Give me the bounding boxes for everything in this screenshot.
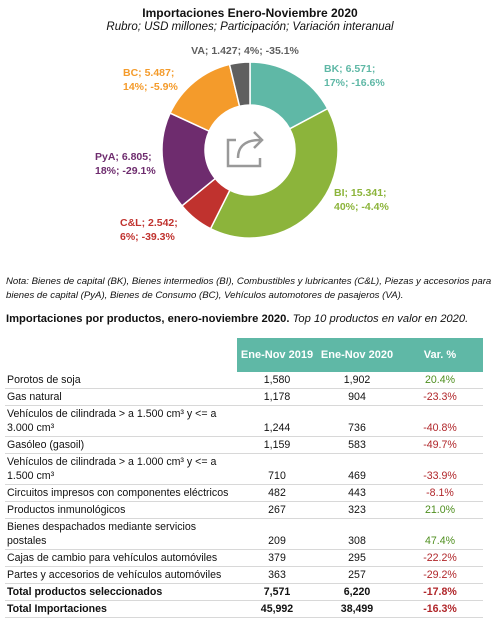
share-icon [226, 131, 264, 168]
cell-number: 736 [317, 405, 397, 437]
data-label-line: C&L; 2.542; [120, 217, 178, 229]
data-label: BK; 6.571; 17%; -16.6% [324, 63, 385, 89]
data-label-line: VA; 1.427; 4%; -35.1% [191, 45, 299, 57]
data-label-line: 14%; -5.9% [123, 81, 179, 93]
data-label-line: 18%; -29.1% [95, 165, 156, 177]
table-row: Cajas de cambio para vehículos automóvil… [5, 549, 483, 567]
cell-number: 257 [317, 566, 397, 584]
column-header: Ene-Nov 2019 [237, 338, 317, 372]
cell-number: 45,992 [237, 600, 317, 618]
cell-number: 443 [317, 484, 397, 502]
cell-number: 209 [237, 518, 317, 550]
data-label: BC; 5.487; 14%; -5.9% [123, 67, 179, 93]
data-label: BI; 15.341; 40%; -4.4% [334, 187, 390, 213]
cell-number: 267 [237, 501, 317, 519]
table-row: Vehículos de cilindrada > a 1.500 cm³ y … [5, 405, 483, 437]
data-label: VA; 1.427; 4%; -35.1% [191, 45, 299, 57]
cell-product: Bienes despachados mediante servicios po… [5, 518, 237, 550]
table-row: Total productos seleccionados 7,571 6,220-… [5, 583, 483, 601]
column-header [5, 338, 237, 372]
data-label-line: 17%; -16.6% [324, 77, 385, 89]
table-row: Vehículos de cilindrada > a 1.000 cm³ y … [5, 453, 483, 485]
cell-number: -33.9% [397, 453, 483, 485]
cell-number: 583 [317, 436, 397, 454]
table-row: Total Importaciones 45,992 38,499 -16.3% [5, 600, 483, 618]
cell-product: Total productos seleccionados [5, 583, 237, 601]
note: Nota: Bienes de capital (BK), Bienes int… [6, 276, 492, 301]
cell-number: 47.4% [397, 518, 483, 550]
cell-number: 379 [237, 549, 317, 567]
data-label: PyA; 6.805; 18%; -29.1% [95, 151, 156, 177]
cell-product: Partes y accesorios de vehículos automóv… [5, 566, 237, 584]
cell-product: Total Importaciones [5, 600, 237, 618]
cell-number: 482 [237, 484, 317, 502]
cell-product: Vehículos de cilindrada > a 1.000 cm³ y … [5, 453, 237, 485]
table-row: Circuitos impresos con componentes eléct… [5, 484, 483, 502]
chart-title: Importaciones Enero-Noviembre 2020 [142, 6, 358, 20]
cell-number: -8.1% [397, 484, 483, 502]
data-label: C&L; 2.542; 6%; -39.3% [120, 217, 178, 243]
cell-number: 6,220 [317, 583, 397, 601]
header-row: Ene-Nov 2019 Ene-Nov 2020 Var. % [5, 338, 483, 372]
data-label-line: PyA; 6.805; [95, 151, 152, 163]
cell-product: Gasóleo (gasoil) [5, 436, 237, 454]
cell-product: Cajas de cambio para vehículos automóvil… [5, 549, 237, 567]
cell-number: -22.2% [397, 549, 483, 567]
cell-number: -23.3% [397, 388, 483, 406]
cell-number: 710 [237, 453, 317, 485]
table-row: Porotos de soja 1,580 1,902 20.4% [5, 372, 483, 389]
data-label-line: BK; 6.571; [324, 63, 375, 75]
cell-number: 295 [317, 549, 397, 567]
cell-number: 904 [317, 388, 397, 406]
cell-number: 1,244 [237, 405, 317, 437]
cell-number: -29.2% [397, 566, 483, 584]
table-row: Partes y accesorios de vehículos automóv… [5, 566, 483, 584]
cell-number: 7,571 [237, 583, 317, 601]
cell-number: -16.3% [397, 600, 483, 618]
data-label-line: BC; 5.487; [123, 67, 174, 79]
cell-number: 1,902 [317, 372, 397, 389]
cell-number: 21.0% [397, 501, 483, 519]
cell-number: 1,580 [237, 372, 317, 389]
cell-number: 323 [317, 501, 397, 519]
cell-number: -40.8% [397, 405, 483, 437]
cell-product: Circuitos impresos con componentes eléct… [5, 484, 237, 502]
cell-number: -17.8% [397, 583, 483, 601]
column-header: Ene-Nov 2020 [317, 338, 397, 372]
table-row: Productos inmunológicos 267 323 21.0% [5, 501, 483, 519]
cell-number: 469 [317, 453, 397, 485]
cell-number: 363 [237, 566, 317, 584]
table-row: Gas natural 1,178 904 -23.3% [5, 388, 483, 406]
cell-number: 38,499 [317, 600, 397, 618]
donut-hole [205, 105, 295, 195]
chart-subtitle: Rubro; USD millones; Participación; Vari… [106, 21, 394, 33]
cell-product: Porotos de soja [5, 372, 237, 389]
cell-number: 308 [317, 518, 397, 550]
cell-product: Productos inmunológicos [5, 501, 237, 519]
cell-number: 1,178 [237, 388, 317, 406]
table-title-main: Importaciones por productos, enero-novie… [6, 313, 290, 325]
table: Ene-Nov 2019 Ene-Nov 2020 Var. % Porotos d… [5, 338, 483, 618]
data-label-line: 40%; -4.4% [334, 201, 390, 213]
table-title-sub: Top 10 productos en valor en 2020. [292, 313, 469, 325]
table-row: Gasóleo (gasoil) 1,159 583 -49.7% [5, 436, 483, 454]
column-header: Var. % [397, 338, 483, 372]
data-label-line: BI; 15.341; [334, 187, 387, 199]
donut-chart: BK; 6.571; 17%; -16.6% BI; 15.341; 40%; -4.… [95, 45, 390, 243]
data-label-line: 6%; -39.3% [120, 231, 176, 243]
cell-product: Vehículos de cilindrada > a 1.500 cm³ y … [5, 405, 237, 437]
cell-number: -49.7% [397, 436, 483, 454]
table-row: Bienes despachados mediante servicios po… [5, 518, 483, 550]
cell-product: Gas natural [5, 388, 237, 406]
cell-number: 20.4% [397, 372, 483, 389]
table-title: Importaciones por productos, enero-novie… [6, 313, 496, 325]
cell-number: 1,159 [237, 436, 317, 454]
